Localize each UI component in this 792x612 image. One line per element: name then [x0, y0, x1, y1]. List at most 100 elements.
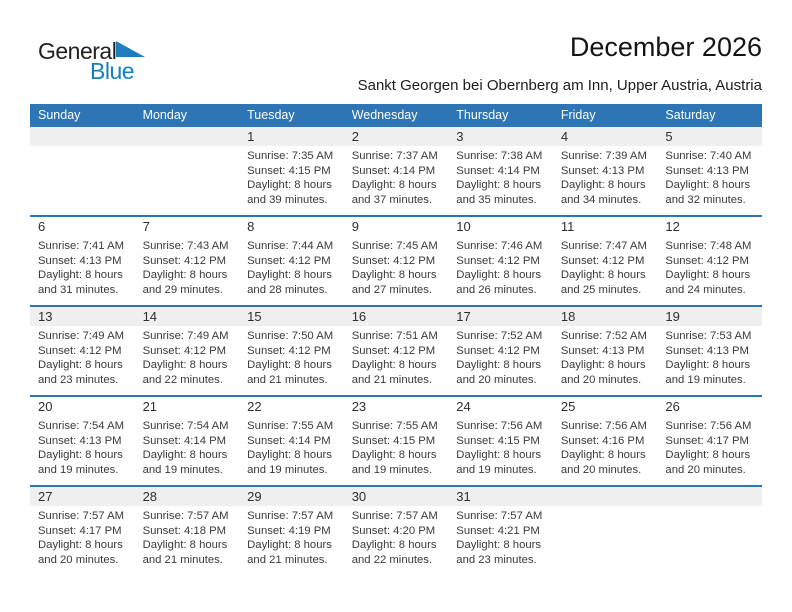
sunset-text: Sunset: 4:18 PM [142, 524, 227, 537]
daylight-text-line1: Daylight: 8 hours [38, 539, 123, 552]
day-number: 29 [247, 489, 262, 504]
week-row: 13 Sunrise: 7:49 AM Sunset: 4:12 PM Dayligh… [30, 305, 762, 395]
weekday-wednesday: Wednesday [351, 107, 418, 122]
sunset-text: Sunset: 4:12 PM [351, 254, 436, 267]
daylight-text-line2: and 23 minutes. [38, 373, 119, 386]
day-number: 5 [665, 129, 673, 144]
daylight-text-line1: Daylight: 8 hours [247, 449, 332, 462]
daylight-text-line2: and 26 minutes. [456, 283, 537, 296]
sunset-text: Sunset: 4:21 PM [456, 524, 540, 537]
sunrise-text: Sunrise: 7:57 AM [351, 510, 438, 522]
day-cell: 10 Sunrise: 7:46 AM Sunset: 4:12 PM Dayligh… [448, 217, 553, 305]
sunrise-text: Sunrise: 7:37 AM [351, 150, 438, 162]
day-number: 1 [247, 129, 255, 144]
weekday-sunday: Sunday [38, 107, 81, 122]
sunset-text: Sunset: 4:12 PM [38, 344, 122, 357]
day-number: 19 [665, 309, 680, 324]
daylight-text-line1: Daylight: 8 hours [247, 179, 332, 192]
day-cell: 15 Sunrise: 7:50 AM Sunset: 4:12 PM Dayligh… [239, 307, 344, 395]
sunset-text: Sunset: 4:12 PM [351, 344, 436, 357]
daylight-text-line2: and 28 minutes. [247, 283, 328, 296]
day-number: 6 [38, 219, 46, 234]
day-cell: 22 Sunrise: 7:55 AM Sunset: 4:14 PM Dayligh… [239, 397, 344, 485]
week-row: 27 Sunrise: 7:57 AM Sunset: 4:17 PM Dayligh… [30, 485, 762, 575]
daylight-text-line1: Daylight: 8 hours [456, 539, 542, 552]
daylight-text-line1: Daylight: 8 hours [351, 539, 437, 552]
daylight-text-line2: and 35 minutes. [456, 193, 537, 206]
daylight-text-line1: Daylight: 8 hours [665, 179, 751, 192]
day-cell: 26 Sunrise: 7:56 AM Sunset: 4:17 PM Dayligh… [657, 397, 762, 485]
sunset-text: Sunset: 4:16 PM [560, 434, 645, 447]
daylight-text-line1: Daylight: 8 hours [560, 449, 646, 462]
logo-text-blue: Blue [90, 58, 135, 84]
sunset-text: Sunset: 4:12 PM [247, 254, 331, 267]
day-number: 17 [456, 309, 471, 324]
day-number: 4 [560, 129, 569, 144]
day-number: 8 [247, 219, 255, 234]
day-cell: 3 Sunrise: 7:38 AM Sunset: 4:14 PM Daylight… [448, 127, 553, 215]
weekday-monday: Monday [142, 107, 188, 122]
daylight-text-line1: Daylight: 8 hours [456, 359, 542, 372]
day-number: 24 [456, 399, 471, 414]
daylight-text-line1: Daylight: 8 hours [665, 269, 751, 282]
day-number: 7 [142, 219, 150, 234]
day-number: 30 [351, 489, 367, 504]
sunset-text: Sunset: 4:14 PM [456, 164, 540, 177]
sunset-text: Sunset: 4:13 PM [665, 164, 749, 177]
day-cell: 4 Sunrise: 7:39 AM Sunset: 4:13 PM Daylight… [553, 127, 658, 215]
day-cell: 21 Sunrise: 7:54 AM Sunset: 4:14 PM Dayligh… [135, 397, 240, 485]
day-number: 12 [665, 219, 680, 234]
sunset-text: Sunset: 4:20 PM [351, 524, 436, 537]
sunset-text: Sunset: 4:12 PM [142, 344, 227, 357]
week-row: 1 Sunrise: 7:35 AM Sunset: 4:15 PM Daylight… [30, 125, 762, 215]
sunrise-text: Sunrise: 7:39 AM [560, 150, 647, 162]
daylight-text-line1: Daylight: 8 hours [665, 359, 751, 372]
day-number: 21 [142, 399, 158, 414]
daylight-text-line2: and 19 minutes. [665, 373, 746, 386]
daylight-text-line1: Daylight: 8 hours [247, 359, 332, 372]
sunset-text: Sunset: 4:12 PM [456, 254, 540, 267]
daylight-text-line1: Daylight: 8 hours [560, 269, 646, 282]
daylight-text-line2: and 19 minutes. [247, 463, 328, 476]
daylight-text-line2: and 19 minutes. [38, 463, 119, 476]
page-subtitle: Sankt Georgen bei Obernberg am Inn, Uppe… [357, 77, 762, 94]
sunrise-text: Sunrise: 7:49 AM [142, 330, 229, 342]
weekday-friday: Friday [560, 107, 596, 122]
day-cell: 7 Sunrise: 7:43 AM Sunset: 4:12 PM Daylight… [135, 217, 240, 305]
daylight-text-line1: Daylight: 8 hours [247, 539, 332, 552]
sunset-text: Sunset: 4:17 PM [665, 434, 749, 447]
sunset-text: Sunset: 4:19 PM [247, 524, 331, 537]
sunrise-text: Sunrise: 7:55 AM [351, 420, 438, 432]
day-number: 26 [665, 399, 680, 414]
daylight-text-line2: and 31 minutes. [38, 283, 119, 296]
daylight-text-line2: and 37 minutes. [351, 193, 433, 206]
sunset-text: Sunset: 4:15 PM [456, 434, 540, 447]
sunrise-text: Sunrise: 7:50 AM [247, 330, 334, 342]
daylight-text-line1: Daylight: 8 hours [560, 359, 646, 372]
sunrise-text: Sunrise: 7:52 AM [456, 330, 543, 342]
day-cell: 5 Sunrise: 7:40 AM Sunset: 4:13 PM Daylight… [657, 127, 762, 215]
daylight-text-line1: Daylight: 8 hours [142, 539, 228, 552]
weekday-saturday: Saturday [665, 107, 716, 122]
daylight-text-line2: and 32 minutes. [665, 193, 746, 206]
day-number: 18 [560, 309, 576, 324]
day-number: 25 [560, 399, 576, 414]
day-number: 16 [351, 309, 367, 324]
daylight-text-line2: and 20 minutes. [665, 463, 746, 476]
day-number: 13 [38, 309, 53, 324]
week-row: 20 Sunrise: 7:54 AM Sunset: 4:13 PM Dayligh… [30, 395, 762, 485]
day-cell: 6 Sunrise: 7:41 AM Sunset: 4:13 PM Daylight… [30, 217, 135, 305]
sunrise-text: Sunrise: 7:45 AM [351, 240, 438, 252]
sunrise-text: Sunrise: 7:56 AM [665, 420, 752, 432]
sunrise-text: Sunrise: 7:57 AM [142, 510, 229, 522]
day-number-band [30, 307, 762, 326]
sunrise-text: Sunrise: 7:43 AM [142, 240, 229, 252]
day-cell: 8 Sunrise: 7:44 AM Sunset: 4:12 PM Daylight… [239, 217, 344, 305]
daylight-text-line2: and 39 minutes. [247, 193, 328, 206]
daylight-text-line2: and 19 minutes. [456, 463, 537, 476]
day-number: 3 [456, 129, 464, 144]
sunset-text: Sunset: 4:12 PM [456, 344, 540, 357]
daylight-text-line2: and 27 minutes. [351, 283, 433, 296]
day-number: 23 [351, 399, 367, 414]
logo-text-general: General [38, 38, 117, 64]
